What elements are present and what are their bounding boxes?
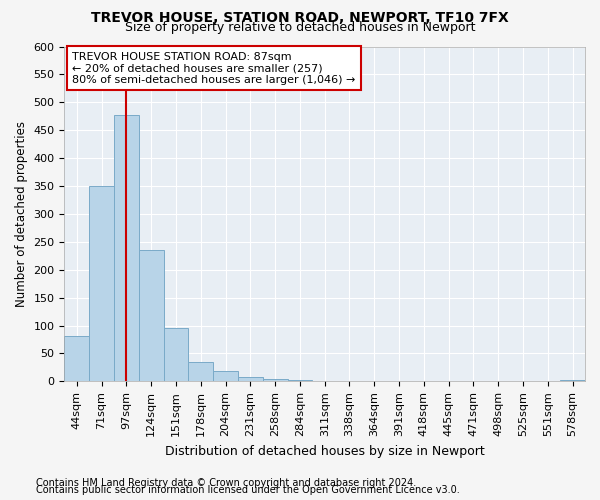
Bar [114, 114, 139, 382]
Text: Size of property relative to detached houses in Newport: Size of property relative to detached ho… [125, 22, 475, 35]
Bar [263, 378, 287, 382]
Bar [362, 381, 386, 382]
Text: TREVOR HOUSE, STATION ROAD, NEWPORT, TF10 7FX: TREVOR HOUSE, STATION ROAD, NEWPORT, TF1… [91, 11, 509, 25]
Bar [213, 372, 238, 382]
Bar [313, 381, 337, 382]
Bar [64, 336, 89, 382]
Bar [89, 186, 114, 382]
Bar [238, 378, 263, 382]
Text: Contains public sector information licensed under the Open Government Licence v3: Contains public sector information licen… [36, 485, 460, 495]
Text: TREVOR HOUSE STATION ROAD: 87sqm
← 20% of detached houses are smaller (257)
80% : TREVOR HOUSE STATION ROAD: 87sqm ← 20% o… [72, 52, 356, 84]
Bar [164, 328, 188, 382]
Bar [560, 380, 585, 382]
Y-axis label: Number of detached properties: Number of detached properties [15, 121, 28, 307]
Text: Contains HM Land Registry data © Crown copyright and database right 2024.: Contains HM Land Registry data © Crown c… [36, 478, 416, 488]
Bar [188, 362, 213, 382]
X-axis label: Distribution of detached houses by size in Newport: Distribution of detached houses by size … [165, 444, 485, 458]
Bar [287, 380, 313, 382]
Bar [139, 250, 164, 382]
